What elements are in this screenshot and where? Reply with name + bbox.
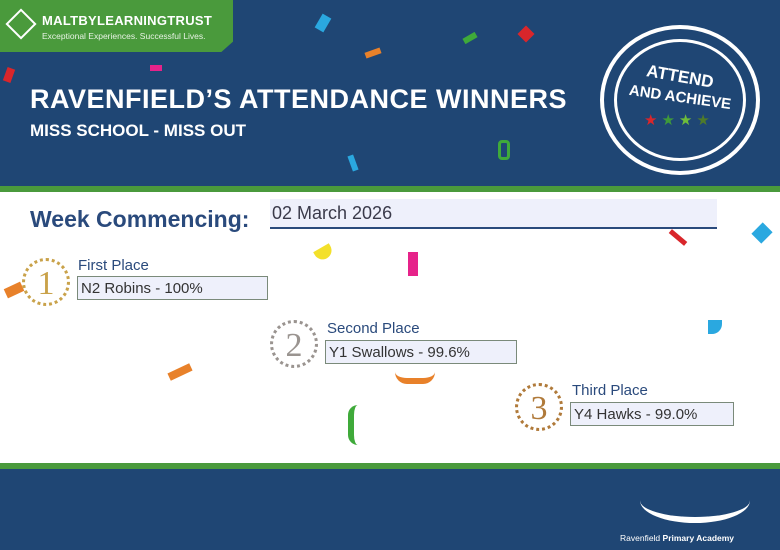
third-place-field[interactable]: Y4 Hawks - 99.0%: [570, 402, 734, 426]
second-place-label: Second Place: [327, 320, 420, 337]
confetti: [313, 243, 335, 263]
page-subtitle: MISS SCHOOL - MISS OUT: [30, 121, 246, 140]
confetti: [348, 405, 358, 445]
week-commencing-field[interactable]: 02 March 2026: [270, 199, 717, 229]
divider: [0, 463, 780, 469]
confetti: [708, 320, 722, 334]
school-name: Ravenfield Primary Academy: [620, 533, 735, 543]
first-place-field[interactable]: N2 Robins - 100%: [77, 276, 268, 300]
maltby-logo-icon: [5, 8, 37, 40]
silver-laurel-icon: 2: [270, 320, 318, 368]
bronze-laurel-icon: 3: [515, 383, 563, 431]
maltby-brand: MALTBYLEARNINGTRUST Exceptional Experien…: [0, 0, 233, 52]
divider: [0, 186, 780, 192]
confetti: [668, 229, 688, 246]
week-commencing-label: Week Commencing:: [30, 206, 250, 232]
first-place-label: First Place: [78, 257, 149, 274]
gold-laurel-icon: 1: [22, 258, 70, 306]
brand-tagline: Exceptional Experiences. Successful Live…: [42, 31, 206, 41]
confetti: [498, 140, 510, 160]
ravenfield-logo-icon: [640, 478, 750, 523]
page-title: RAVENFIELD’S ATTENDANCE WINNERS: [30, 84, 568, 114]
confetti: [395, 372, 435, 384]
confetti: [751, 222, 773, 244]
confetti: [167, 363, 193, 381]
attend-achieve-badge: ATTEND AND ACHIEVE ★★★★: [600, 25, 760, 175]
third-place-label: Third Place: [572, 382, 648, 399]
confetti: [150, 65, 162, 71]
stars-icon: ★★★★: [644, 112, 714, 129]
brand-name: MALTBYLEARNINGTRUST: [42, 13, 213, 28]
second-place-field[interactable]: Y1 Swallows - 99.6%: [325, 340, 517, 364]
confetti: [408, 252, 418, 276]
